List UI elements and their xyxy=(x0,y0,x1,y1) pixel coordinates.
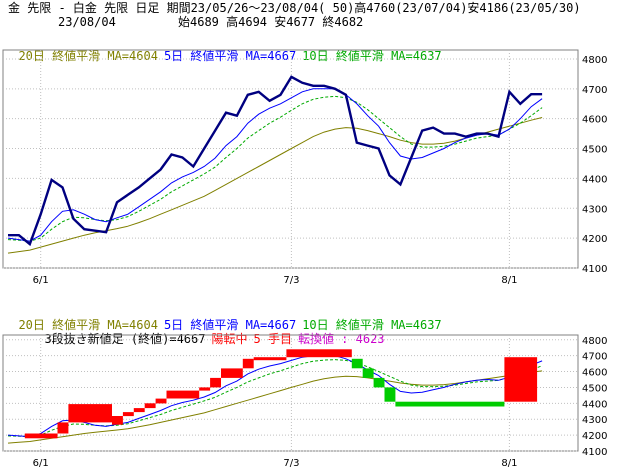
kagi-down-block xyxy=(362,368,374,378)
top-legend: 20日 終値平滑 MA=4604 5日 終値平滑 MA=4667 10日 終値平滑 … xyxy=(4,35,448,63)
kagi-down-block xyxy=(395,401,505,407)
kagi-up-block xyxy=(286,349,352,358)
kagi-up-block xyxy=(24,433,58,439)
kagi-up-block xyxy=(504,357,538,402)
bottom-y-tick-label: 4700 xyxy=(582,352,607,363)
legend-ma10: 10日 終値平滑 MA=4637 xyxy=(302,49,442,63)
top-y-tick-label: 4300 xyxy=(582,204,607,215)
legend-ma20-b: 20日 終値平滑 MA=4604 xyxy=(18,318,158,332)
chart-header-line1: 金 先限 - 白金 先限 日足 期間23/05/26～23/08/04( 50)… xyxy=(8,1,581,15)
bottom-x-tick-label: 6/1 xyxy=(33,458,49,469)
top-x-tick-label: 8/1 xyxy=(501,275,517,286)
kagi-down-block xyxy=(373,377,385,388)
kagi-up-block xyxy=(133,408,145,413)
kagi-up-block xyxy=(155,398,167,404)
bottom-y-tick-label: 4600 xyxy=(582,368,607,379)
kagi-ma10-line xyxy=(7,359,543,438)
bottom-y-tick-label: 4100 xyxy=(582,447,607,458)
top-x-tick-label: 7/3 xyxy=(283,275,299,286)
kagi-up-block xyxy=(166,390,200,399)
top-y-tick-label: 4200 xyxy=(582,234,607,245)
bottom-y-tick-label: 4500 xyxy=(582,383,607,394)
kagi-down-block xyxy=(384,387,396,402)
legend-ma5: 5日 終値平滑 MA=4667 xyxy=(163,49,297,63)
legend-ma20: 20日 終値平滑 MA=4604 xyxy=(18,49,158,63)
kagi-down-block xyxy=(351,358,363,369)
kagi-up-block xyxy=(210,377,221,388)
bottom-x-tick-label: 8/1 xyxy=(501,458,517,469)
bottom-plot-frame xyxy=(2,334,579,452)
kagi-up-block xyxy=(221,368,243,378)
bottom-y-tick-label: 4400 xyxy=(582,399,607,410)
ma10-line xyxy=(7,95,543,242)
legend-ma5-b: 5日 終値平滑 MA=4667 xyxy=(163,318,297,332)
close-price-line xyxy=(8,75,543,247)
top-y-tick-label: 4800 xyxy=(582,55,607,66)
chart-header-date: 23/08/04 xyxy=(58,15,116,29)
legend-ma10-b: 10日 終値平滑 MA=4637 xyxy=(302,318,442,332)
kagi-up-block xyxy=(242,358,254,369)
top-y-tick-label: 4700 xyxy=(582,85,607,96)
bottom-y-tick-label: 4200 xyxy=(582,431,607,442)
kagi-up-block xyxy=(122,412,134,417)
top-y-tick-label: 4100 xyxy=(582,264,607,275)
kagi-up-block xyxy=(57,422,69,434)
ma20-line xyxy=(7,117,543,254)
kagi-up-block xyxy=(144,403,156,409)
kagi-ma5-line xyxy=(7,355,543,438)
top-x-tick-label: 6/1 xyxy=(33,275,49,286)
top-y-tick-label: 4400 xyxy=(582,174,607,185)
kagi-up-block xyxy=(68,404,112,423)
bottom-legend: 20日 終値平滑 MA=4604 5日 終値平滑 MA=4667 10日 終値平滑 … xyxy=(4,304,448,332)
chart-header-ohlc: 始4689 高4694 安4677 終4682 xyxy=(178,15,364,29)
bottom-y-tick-label: 4300 xyxy=(582,415,607,426)
kagi-up-block xyxy=(112,416,123,425)
top-plot-frame xyxy=(2,49,579,269)
top-y-tick-label: 4500 xyxy=(582,145,607,156)
kagi-up-block xyxy=(199,387,211,391)
bottom-x-tick-label: 7/3 xyxy=(283,458,299,469)
kagi-up-block xyxy=(253,357,287,361)
bottom-y-tick-label: 4800 xyxy=(582,336,607,347)
top-y-tick-label: 4600 xyxy=(582,115,607,126)
ma5-line xyxy=(7,88,543,242)
kagi-ma20-line xyxy=(7,370,543,444)
